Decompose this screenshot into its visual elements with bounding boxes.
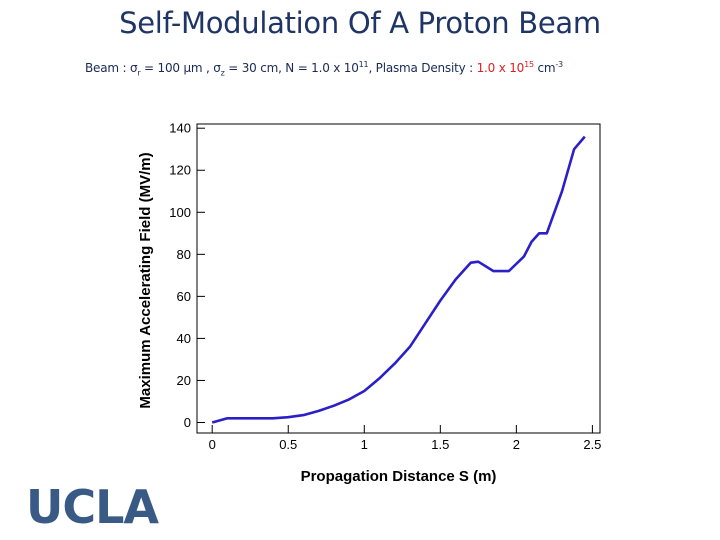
y-tick-label: 80 [177,247,191,262]
plasma-density-label: , Plasma Density : [368,61,477,75]
y-tick-label: 100 [169,205,191,220]
y-axis-ticks: 0 20 40 60 80 100 120 140 [169,121,205,430]
beam-prefix: Beam : [85,61,130,75]
x-axis-label: Propagation Distance S (m) [301,468,497,485]
y-tick-label: 40 [177,331,191,346]
x-tick-label: 2 [513,437,520,452]
y-tick-label: 60 [177,289,191,304]
plasma-density-unit: cm [533,61,556,75]
plot-frame [196,123,601,434]
sigma-z-value: = 30 cm, N = 1.0 x 10 [224,61,359,75]
sigma-z-symbol: σ [213,61,221,75]
plasma-density-unit-exponent: -3 [555,60,563,69]
y-axis-label: Maximum Accelerating Field (MV/m) [137,152,154,408]
x-tick-label: 2.5 [583,437,601,452]
sigma-r-value: = 100 μm , [140,61,214,75]
particle-count-exponent: 11 [358,60,369,69]
x-axis-ticks: 0 0.5 1 1.5 2 2.5 [209,425,601,452]
sigma-r-symbol: σ [129,61,138,75]
plasma-density-value: 1.0 x 10 [476,61,525,75]
y-tick-label: 20 [177,373,191,388]
sigma-r-subscript: r [137,68,141,78]
x-tick-label: 0 [209,437,216,452]
y-tick-label: 0 [184,415,191,430]
x-tick-label: 0.5 [279,437,297,452]
beam-parameters: Beam : σr = 100 μm , σz = 30 cm, N = 1.0… [85,60,705,77]
slide-title: Self-Modulation Of A Proton Beam [119,6,601,40]
ucla-logo: UCLA [26,480,159,534]
x-tick-label: 1.5 [431,437,449,452]
y-tick-label: 120 [169,163,191,178]
plasma-density-exponent: 15 [524,60,534,69]
x-tick-label: 1 [361,437,368,452]
y-tick-label: 140 [169,121,191,136]
series-line-max-field [211,135,586,424]
sigma-z-subscript: z [220,68,225,78]
